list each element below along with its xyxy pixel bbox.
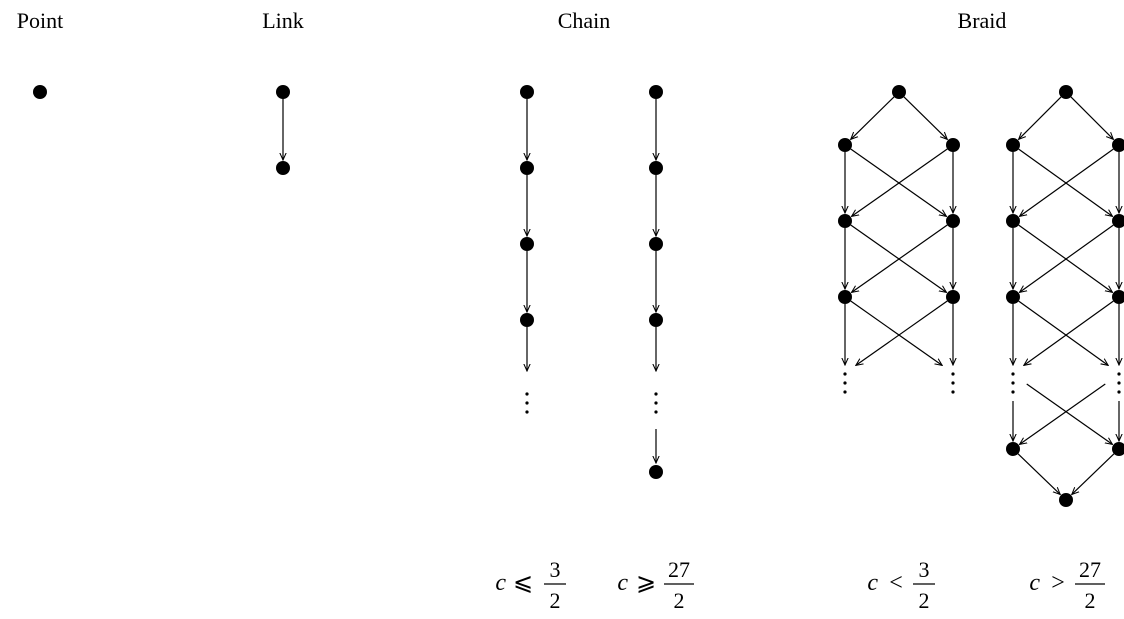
node — [520, 161, 534, 175]
link-node-top — [276, 85, 290, 99]
condition-denominator: 2 — [550, 588, 561, 613]
condition-var: c — [617, 570, 628, 596]
edge-arrow — [1070, 96, 1113, 139]
point-graph — [33, 85, 47, 99]
node — [649, 313, 663, 327]
condition-denominator: 2 — [674, 588, 685, 613]
edge-arrow — [851, 96, 895, 139]
node — [1112, 138, 1124, 152]
condition-var: c — [495, 570, 506, 596]
ellipsis-dot — [951, 372, 955, 376]
condition-var: c — [1029, 570, 1040, 596]
edge-arrow — [1024, 300, 1114, 365]
edge-arrow — [852, 224, 948, 292]
edge-arrow — [852, 148, 948, 216]
edge-arrow — [1018, 300, 1109, 365]
edge-arrow — [850, 300, 942, 365]
node — [1006, 290, 1020, 304]
node — [1112, 442, 1124, 456]
node — [1059, 85, 1073, 99]
title-point: Point — [17, 8, 63, 33]
ellipsis-dot — [843, 381, 847, 385]
condition-operator: ⩽ — [513, 570, 533, 596]
condition-var: c — [867, 570, 878, 596]
node — [520, 313, 534, 327]
condition-operator: < — [889, 570, 903, 596]
node — [838, 290, 852, 304]
svg-text:c: c — [1029, 570, 1040, 596]
condition-chain-left: c ⩽ 3 2 — [495, 557, 566, 613]
node — [1006, 214, 1020, 228]
edge-arrow — [1020, 148, 1114, 216]
condition-denominator: 2 — [1085, 588, 1096, 613]
node — [1112, 290, 1124, 304]
condition-numerator: 27 — [668, 557, 690, 582]
edge-arrow — [1072, 453, 1115, 495]
ellipsis-dot — [951, 381, 955, 385]
svg-text:c: c — [495, 570, 506, 596]
node — [946, 214, 960, 228]
node — [649, 161, 663, 175]
node — [1006, 442, 1020, 456]
ellipsis-dot — [843, 372, 847, 376]
chain-graph-left — [520, 85, 534, 414]
edge-arrow — [856, 300, 948, 365]
svg-text:c: c — [867, 570, 878, 596]
condition-braid-left: c < 3 2 — [867, 557, 935, 613]
node — [892, 85, 906, 99]
ellipsis-dot — [1117, 372, 1121, 376]
condition-operator: ⩾ — [636, 570, 656, 596]
ellipsis-dot — [1011, 390, 1015, 394]
condition-numerator: 3 — [550, 557, 561, 582]
point-node — [33, 85, 47, 99]
braid-graph-right — [1006, 85, 1124, 507]
edge-arrow — [1026, 383, 1113, 444]
ellipsis-dot — [654, 401, 658, 405]
ellipsis-dot — [951, 390, 955, 394]
node — [649, 465, 663, 479]
braid-graph-left — [838, 85, 960, 394]
node — [520, 85, 534, 99]
ellipsis-dot — [1117, 381, 1121, 385]
node — [649, 85, 663, 99]
svg-text:c: c — [617, 570, 628, 596]
title-braid: Braid — [958, 8, 1007, 33]
ellipsis-dot — [654, 392, 658, 396]
edge-arrow — [1019, 96, 1062, 139]
condition-chain-right: c ⩾ 27 2 — [617, 557, 694, 613]
condition-numerator: 3 — [919, 557, 930, 582]
link-node-bottom — [276, 161, 290, 175]
title-link: Link — [262, 8, 304, 33]
ellipsis-dot — [525, 410, 529, 414]
ellipsis-dot — [1011, 372, 1015, 376]
edge-arrow — [1020, 224, 1114, 292]
node — [1006, 138, 1020, 152]
link-graph — [276, 85, 290, 175]
node — [838, 214, 852, 228]
title-chain: Chain — [558, 8, 611, 33]
condition-denominator: 2 — [919, 588, 930, 613]
ellipsis-dot — [843, 390, 847, 394]
node — [520, 237, 534, 251]
edge-arrow — [1020, 383, 1106, 444]
node — [1112, 214, 1124, 228]
node — [946, 138, 960, 152]
condition-operator: > — [1051, 570, 1065, 596]
node — [1059, 493, 1073, 507]
ellipsis-dot — [1011, 381, 1015, 385]
condition-braid-right: c > 27 2 — [1029, 557, 1105, 613]
ellipsis-dot — [525, 401, 529, 405]
node — [649, 237, 663, 251]
edge-arrow — [903, 96, 947, 139]
node — [946, 290, 960, 304]
node — [838, 138, 852, 152]
condition-numerator: 27 — [1079, 557, 1101, 582]
ellipsis-dot — [1117, 390, 1121, 394]
edge-arrow — [1017, 453, 1060, 495]
ellipsis-dot — [525, 392, 529, 396]
chain-graph-right — [649, 85, 663, 479]
ellipsis-dot — [654, 410, 658, 414]
